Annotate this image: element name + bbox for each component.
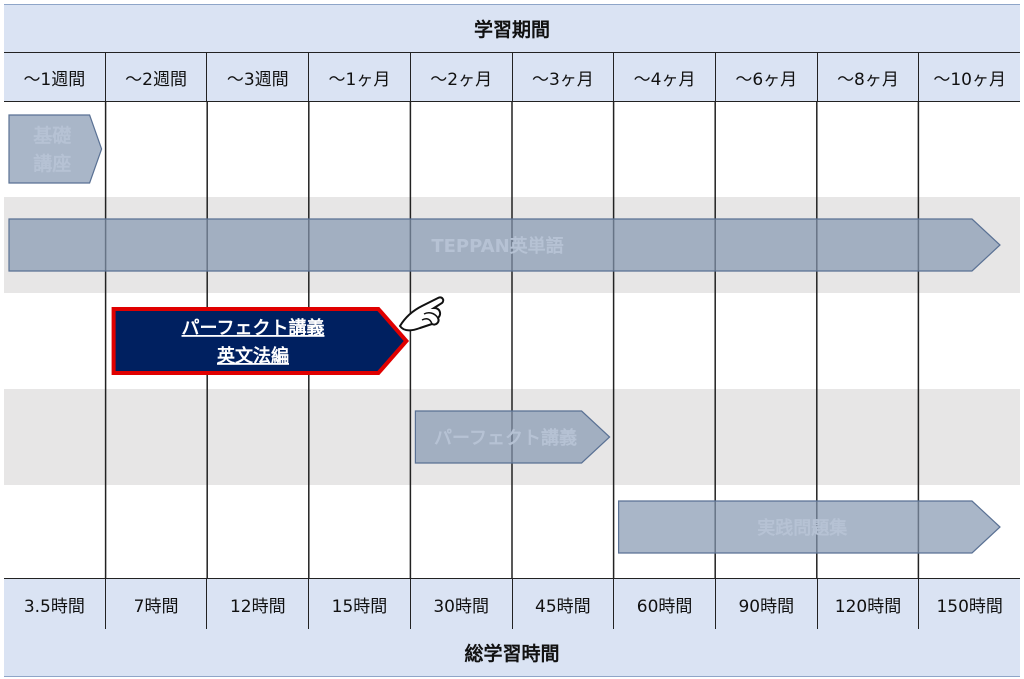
course-arrow[interactable]: 実践問題集 — [617, 500, 1001, 554]
course-label: TEPPAN英単語 — [431, 235, 563, 257]
period-cell: ～10ヶ月 — [918, 53, 1020, 101]
hours-cell: 15時間 — [308, 579, 410, 629]
course-label: パーフェクト講義 — [182, 317, 325, 339]
course-label: 実践問題集 — [757, 517, 848, 539]
hours-cell: 12時間 — [206, 579, 308, 629]
hours-cell: 90時間 — [714, 579, 817, 629]
pointing-hand-icon — [398, 296, 445, 332]
course-label: 英文法編 — [216, 345, 289, 367]
course-label: 基礎 — [32, 124, 71, 147]
chart-title-study-period: 学習期間 — [4, 4, 1020, 52]
course-label: パーフェクト講義 — [434, 427, 577, 449]
hours-cell: 3.5時間 — [23, 596, 85, 617]
course-label: 講座 — [33, 152, 71, 175]
period-cell: ～6ヶ月 — [714, 53, 817, 101]
course-arrow[interactable]: パーフェクト講義 — [414, 410, 611, 464]
period-cell: ～3週間 — [206, 53, 308, 101]
period-cell: ～1週間 — [23, 69, 86, 90]
course-arrow[interactable]: TEPPAN英単語 — [8, 218, 1001, 272]
period-cell: ～8ヶ月 — [816, 53, 919, 101]
hours-cell: 30時間 — [409, 579, 512, 629]
period-cell: ～1ヶ月 — [308, 53, 410, 101]
hours-row: 3.5時間 7時間 12時間 15時間 30時間 45時間 60時間 90時間 120時間 150… — [4, 578, 1020, 630]
hours-cell: 45時間 — [511, 579, 614, 629]
period-cell: ～2ヶ月 — [409, 53, 512, 101]
period-cell: ～2週間 — [104, 53, 207, 101]
total-study-time-label: 総学習時間 — [4, 629, 1020, 677]
hours-cell: 7時間 — [104, 579, 207, 629]
period-cell: ～3ヶ月 — [511, 53, 614, 101]
hours-cell: 60時間 — [613, 579, 715, 629]
hours-cell: 150時間 — [918, 579, 1020, 629]
hours-cell: 120時間 — [816, 579, 919, 629]
period-cell: ～4ヶ月 — [613, 53, 715, 101]
period-header-row: ～1週間 ～2週間 ～3週間 ～1ヶ月 ～2ヶ月 ～3ヶ月 ～4ヶ月 ～6ヶ月 ～8ヶ月 ～10ヶ… — [4, 52, 1020, 102]
